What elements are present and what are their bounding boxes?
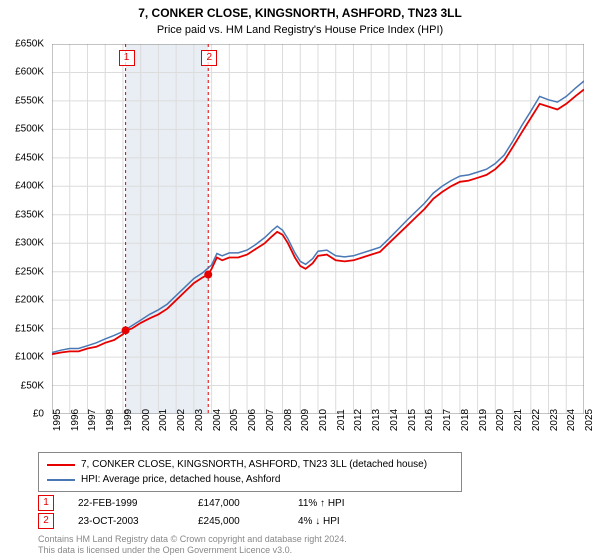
tx-num-box: 2 (38, 513, 54, 529)
tx-row: 2 23-OCT-2003£245,0004% ↓ HPI (38, 512, 398, 530)
x-axis-label: 2000 (141, 409, 152, 431)
legend-label-hpi: HPI: Average price, detached house, Ashf… (81, 472, 280, 487)
x-axis-label: 2015 (407, 409, 418, 431)
license-line2: This data is licensed under the Open Gov… (38, 545, 347, 556)
tx-price: £147,000 (198, 498, 298, 509)
x-axis-label: 2018 (460, 409, 471, 431)
x-axis-label: 2014 (389, 409, 400, 431)
chart-title: 7, CONKER CLOSE, KINGSNORTH, ASHFORD, TN… (0, 0, 600, 22)
tx-delta: 11% ↑ HPI (298, 498, 398, 509)
x-axis-label: 2010 (318, 409, 329, 431)
legend-label-property: 7, CONKER CLOSE, KINGSNORTH, ASHFORD, TN… (81, 457, 427, 472)
license-text: Contains HM Land Registry data © Crown c… (38, 534, 347, 556)
x-axis-label: 2003 (194, 409, 205, 431)
y-axis-label: £50K (0, 380, 44, 391)
y-axis-label: £600K (0, 67, 44, 78)
x-axis-label: 2001 (158, 409, 169, 431)
x-axis-label: 2004 (212, 409, 223, 431)
x-axis-label: 2011 (336, 409, 347, 431)
legend-swatch-hpi (47, 479, 75, 481)
y-axis-label: £250K (0, 266, 44, 277)
chart-area: £0£50K£100K£150K£200K£250K£300K£350K£400… (52, 44, 584, 414)
license-line1: Contains HM Land Registry data © Crown c… (38, 534, 347, 545)
y-axis-label: £350K (0, 209, 44, 220)
tx-marker-2: 2 (201, 50, 217, 66)
x-axis-label: 2007 (265, 409, 276, 431)
legend: 7, CONKER CLOSE, KINGSNORTH, ASHFORD, TN… (38, 452, 462, 492)
x-axis-label: 1999 (123, 409, 134, 431)
x-axis-label: 1996 (70, 409, 81, 431)
y-axis-label: £450K (0, 152, 44, 163)
x-axis-label: 2025 (584, 409, 595, 431)
x-axis-label: 1995 (52, 409, 63, 431)
tx-delta: 4% ↓ HPI (298, 516, 398, 527)
x-axis-label: 2017 (442, 409, 453, 431)
chart-subtitle: Price paid vs. HM Land Registry's House … (0, 22, 600, 36)
x-axis-label: 2019 (478, 409, 489, 431)
x-axis-label: 2016 (424, 409, 435, 431)
tx-date: 23-OCT-2003 (78, 516, 198, 527)
x-axis-label: 2024 (566, 409, 577, 431)
x-axis-label: 1998 (105, 409, 116, 431)
y-axis-label: £100K (0, 352, 44, 363)
x-axis-label: 2021 (513, 409, 524, 431)
chart-container: 7, CONKER CLOSE, KINGSNORTH, ASHFORD, TN… (0, 0, 600, 560)
x-axis-label: 2005 (229, 409, 240, 431)
y-axis-label: £0 (0, 409, 44, 420)
x-axis-label: 2009 (300, 409, 311, 431)
x-axis-label: 2008 (283, 409, 294, 431)
x-axis-label: 2023 (549, 409, 560, 431)
x-axis-label: 2013 (371, 409, 382, 431)
x-axis-label: 2006 (247, 409, 258, 431)
tx-marker-1: 1 (119, 50, 135, 66)
x-axis-label: 2020 (495, 409, 506, 431)
tx-row: 1 22-FEB-1999£147,00011% ↑ HPI (38, 494, 398, 512)
x-axis-label: 2002 (176, 409, 187, 431)
x-axis-label: 1997 (87, 409, 98, 431)
chart-svg (52, 44, 584, 414)
y-axis-label: £200K (0, 295, 44, 306)
y-axis-label: £300K (0, 238, 44, 249)
tx-price: £245,000 (198, 516, 298, 527)
y-axis-label: £150K (0, 323, 44, 334)
tx-date: 22-FEB-1999 (78, 498, 198, 509)
transaction-table: 1 22-FEB-1999£147,00011% ↑ HPI 2 23-OCT-200… (38, 494, 398, 530)
y-axis-label: £500K (0, 124, 44, 135)
y-axis-label: £650K (0, 39, 44, 50)
x-axis-label: 2022 (531, 409, 542, 431)
y-axis-label: £400K (0, 181, 44, 192)
y-axis-label: £550K (0, 95, 44, 106)
tx-num-box: 1 (38, 495, 54, 511)
legend-row-property: 7, CONKER CLOSE, KINGSNORTH, ASHFORD, TN… (47, 457, 453, 472)
legend-row-hpi: HPI: Average price, detached house, Ashf… (47, 472, 453, 487)
x-axis-label: 2012 (353, 409, 364, 431)
legend-swatch-property (47, 464, 75, 466)
